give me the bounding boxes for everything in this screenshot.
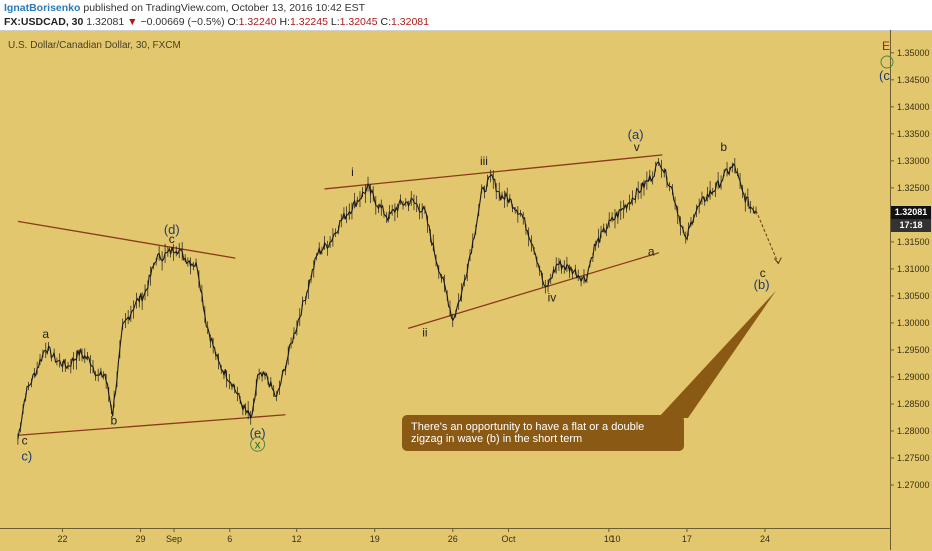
price-tick-label: 1.28500 (897, 399, 930, 409)
chart-title: U.S. Dollar/Canadian Dollar, 30, FXCM (8, 40, 181, 51)
wave-label: b (110, 413, 117, 427)
trendline (17, 414, 286, 436)
symbol-label: FX:USDCAD, 30 (4, 16, 84, 28)
price-axis[interactable] (890, 30, 932, 550)
countdown-tag: 17:18 (891, 219, 931, 232)
price-series (17, 161, 757, 440)
price-tick-label: 1.31000 (897, 264, 930, 274)
wave-label: iii (480, 154, 488, 168)
open-label: O: (227, 16, 239, 28)
price-tick-label: 1.29500 (897, 345, 930, 355)
time-tick-label: Oct (501, 534, 516, 544)
time-tick-label: 29 (136, 534, 146, 544)
time-tick-label: 22 (57, 534, 67, 544)
wave-label-edge: E (882, 39, 890, 53)
price-tick-label: 1.34000 (897, 102, 930, 112)
change-value: −0.00669 (−0.5%) (140, 16, 225, 28)
author-link[interactable]: IgnatBorisenko (4, 2, 81, 14)
close-value: 1.32081 (391, 16, 429, 28)
time-tick-label: 6 (227, 534, 232, 544)
wave-label: ii (422, 325, 427, 339)
price-tick-label: 1.29000 (897, 372, 930, 382)
low-value: 1.32045 (339, 16, 378, 28)
wave-circle-edge (880, 55, 894, 69)
wave-label: c (22, 433, 28, 447)
change-arrow-icon: ▼ (127, 16, 138, 28)
wave-label: c (169, 232, 175, 246)
wave-label: c) (21, 449, 32, 464)
wave-label: a (648, 244, 655, 258)
low-label: L: (330, 16, 340, 28)
price-tick-label: 1.31500 (897, 237, 930, 247)
price-tick-label: 1.28000 (897, 426, 930, 436)
price-tick-label: 1.35000 (897, 48, 930, 58)
projection-line (755, 210, 779, 264)
wave-label: (d) (164, 222, 180, 237)
publish-line: IgnatBorisenko published on TradingView.… (4, 1, 365, 15)
wave-label: (b) (754, 277, 770, 292)
close-label: C: (380, 16, 392, 28)
time-tick-label: 19 (370, 534, 380, 544)
open-value: 1.32240 (238, 16, 277, 28)
wave-label: c (760, 266, 766, 280)
wave-label: (a) (628, 127, 644, 142)
time-tick-label: Sep (166, 534, 182, 544)
wave-label: (e) (250, 425, 266, 440)
current-price-tag: 1.32081 (891, 206, 931, 219)
price-tick-label: 1.32500 (897, 183, 930, 193)
annotation-pointer (658, 290, 777, 418)
trendline (17, 220, 236, 259)
wave-label: iv (548, 290, 557, 304)
wave-label: i (351, 165, 354, 179)
time-tick-label: 10 (604, 534, 614, 544)
price-tick-label: 1.27000 (897, 480, 930, 490)
projection-arrowhead (773, 257, 782, 265)
price-tick-label: 1.30500 (897, 291, 930, 301)
price-tick-label: 1.34500 (897, 75, 930, 85)
time-tick-label: 17 (682, 534, 692, 544)
chart-header: IgnatBorisenko published on TradingView.… (0, 0, 932, 31)
price-tick-label: 1.30000 (897, 318, 930, 328)
wave-label: a (42, 327, 49, 341)
time-tick-label: 12 (292, 534, 302, 544)
price-tick-label: 1.33000 (897, 156, 930, 166)
time-tick-label: 26 (448, 534, 458, 544)
high-value: 1.32245 (289, 16, 328, 28)
high-label: H: (279, 16, 290, 28)
time-axis[interactable] (0, 528, 890, 551)
ohlc-line: FX:USDCAD, 30 1.32081 ▼ −0.00669 (−0.5%)… (4, 15, 429, 29)
time-tick-label: 24 (760, 534, 770, 544)
annotation-callout[interactable]: There's an opportunity to have a flat or… (402, 415, 684, 451)
wave-label: x (255, 437, 261, 451)
price-tick-label: 1.33500 (897, 129, 930, 139)
price-tick-label: 1.27500 (897, 453, 930, 463)
time-tick-label-extra: 10 (611, 534, 621, 544)
last-price: 1.32081 (86, 16, 125, 28)
publish-info: published on TradingView.com, October 13… (83, 2, 366, 14)
wave-label: b (720, 140, 727, 154)
wave-label-edge: (c (879, 68, 890, 83)
wave-circle (250, 436, 266, 452)
wave-label: v (634, 140, 640, 154)
